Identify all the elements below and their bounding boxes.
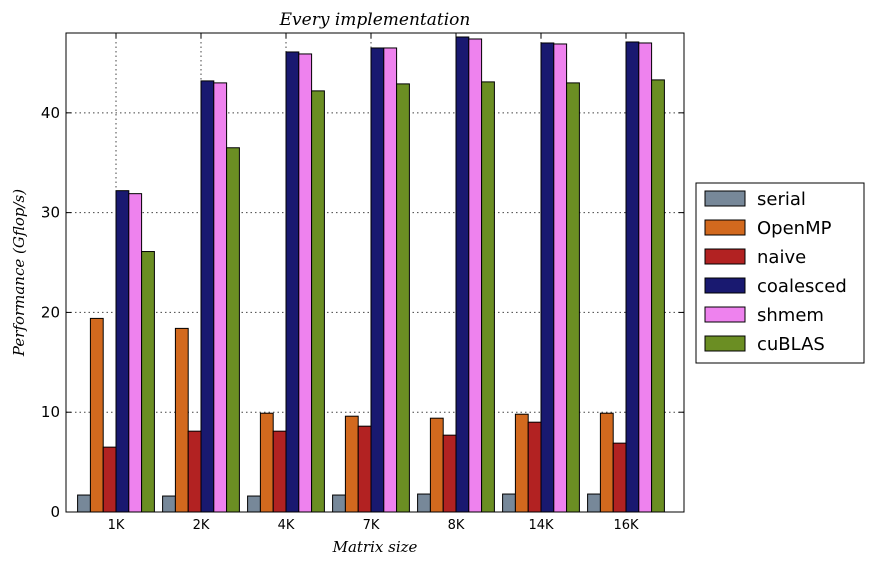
bar-cublas-7k bbox=[396, 83, 410, 513]
legend-label: coalesced bbox=[757, 276, 847, 297]
bar-serial-4k bbox=[247, 495, 261, 513]
y-axis-label: Performance (Gflop/s) bbox=[10, 189, 28, 357]
legend-swatch bbox=[704, 248, 746, 265]
bar-shmem-7k bbox=[383, 47, 398, 513]
bar-openmp-4k bbox=[259, 412, 274, 513]
x-ticks: 1K 2K 4K 7K 8K 14K 16K bbox=[108, 33, 639, 533]
bar-serial-14k bbox=[502, 493, 516, 513]
legend-label: cuBLAS bbox=[757, 334, 825, 355]
legend-swatch bbox=[704, 219, 746, 236]
legend-label: shmem bbox=[757, 305, 824, 326]
legend-item: coalesced bbox=[704, 276, 847, 297]
legend-swatch bbox=[704, 335, 746, 352]
bar-openmp-16k bbox=[599, 412, 614, 513]
bar-coalesced-16k bbox=[625, 41, 640, 513]
bar-openmp-8k bbox=[429, 417, 444, 513]
legend-label: naive bbox=[757, 247, 806, 268]
bar-naive-14k bbox=[527, 421, 542, 513]
bar-coalesced-14k bbox=[540, 42, 555, 513]
legend-item: shmem bbox=[704, 305, 824, 326]
bar-naive-7k bbox=[357, 425, 372, 513]
bar-shmem-8k bbox=[468, 38, 483, 513]
bar-serial-16k bbox=[587, 493, 601, 513]
bar-openmp-2k bbox=[174, 327, 189, 513]
chart-title: Every implementation bbox=[279, 10, 471, 30]
bar-coalesced-4k bbox=[285, 51, 300, 513]
bars bbox=[77, 36, 665, 513]
bar-shmem-2k bbox=[213, 82, 228, 513]
bar-coalesced-7k bbox=[370, 47, 385, 513]
bar-cublas-14k bbox=[566, 82, 580, 513]
bar-serial-1k bbox=[77, 494, 91, 513]
bar-naive-8k bbox=[442, 434, 457, 513]
y-tick-label: 0 bbox=[50, 503, 60, 521]
bar-cublas-4k bbox=[311, 90, 325, 513]
legend-item: cuBLAS bbox=[704, 334, 825, 355]
bar-shmem-1k bbox=[128, 193, 143, 513]
bar-serial-2k bbox=[162, 495, 176, 513]
bar-naive-2k bbox=[187, 430, 202, 513]
legend: serial OpenMP naive coalesced shmem cuBLAS bbox=[695, 182, 865, 364]
legend-box bbox=[695, 182, 865, 364]
bar-serial-8k bbox=[417, 493, 431, 513]
bar-coalesced-8k bbox=[455, 36, 470, 513]
legend-label: serial bbox=[757, 189, 806, 210]
x-tick-label: 4K bbox=[278, 518, 295, 533]
x-tick-label: 2K bbox=[193, 518, 210, 533]
x-tick-label: 8K bbox=[448, 518, 465, 533]
x-axis-label: Matrix size bbox=[332, 538, 418, 556]
bar-coalesced-2k bbox=[200, 80, 215, 513]
y-tick-label: 30 bbox=[41, 204, 60, 222]
bar-shmem-16k bbox=[638, 42, 653, 513]
bar-cublas-16k bbox=[651, 79, 665, 513]
x-tick-label: 1K bbox=[108, 518, 125, 533]
y-tick-label: 40 bbox=[41, 104, 60, 122]
legend-swatch bbox=[704, 306, 746, 323]
bar-cublas-2k bbox=[226, 147, 240, 513]
legend-swatch bbox=[704, 277, 746, 294]
legend-item: OpenMP bbox=[704, 218, 832, 239]
y-tick-label: 20 bbox=[41, 303, 60, 321]
bar-openmp-1k bbox=[89, 317, 104, 513]
bar-naive-16k bbox=[612, 442, 627, 513]
x-tick-label: 14K bbox=[528, 518, 554, 533]
x-tick-label: 16K bbox=[613, 518, 639, 533]
bar-naive-1k bbox=[102, 446, 117, 513]
plot-frame bbox=[65, 32, 685, 513]
legend-item: serial bbox=[704, 189, 806, 210]
x-tick-label: 7K bbox=[363, 518, 380, 533]
bar-coalesced-1k bbox=[115, 190, 130, 513]
bar-naive-4k bbox=[272, 430, 287, 513]
bar-openmp-14k bbox=[514, 413, 529, 513]
bar-cublas-8k bbox=[481, 81, 495, 513]
legend-label: OpenMP bbox=[757, 218, 832, 239]
y-ticks: 0 10 20 30 40 bbox=[41, 104, 684, 521]
legend-item: naive bbox=[704, 247, 806, 268]
bar-cublas-1k bbox=[141, 251, 155, 513]
bar-serial-7k bbox=[332, 494, 346, 513]
bar-shmem-14k bbox=[553, 43, 568, 513]
bar-shmem-4k bbox=[298, 53, 313, 513]
legend-swatch bbox=[704, 190, 746, 207]
y-tick-label: 10 bbox=[41, 403, 60, 421]
bar-openmp-7k bbox=[344, 415, 359, 513]
